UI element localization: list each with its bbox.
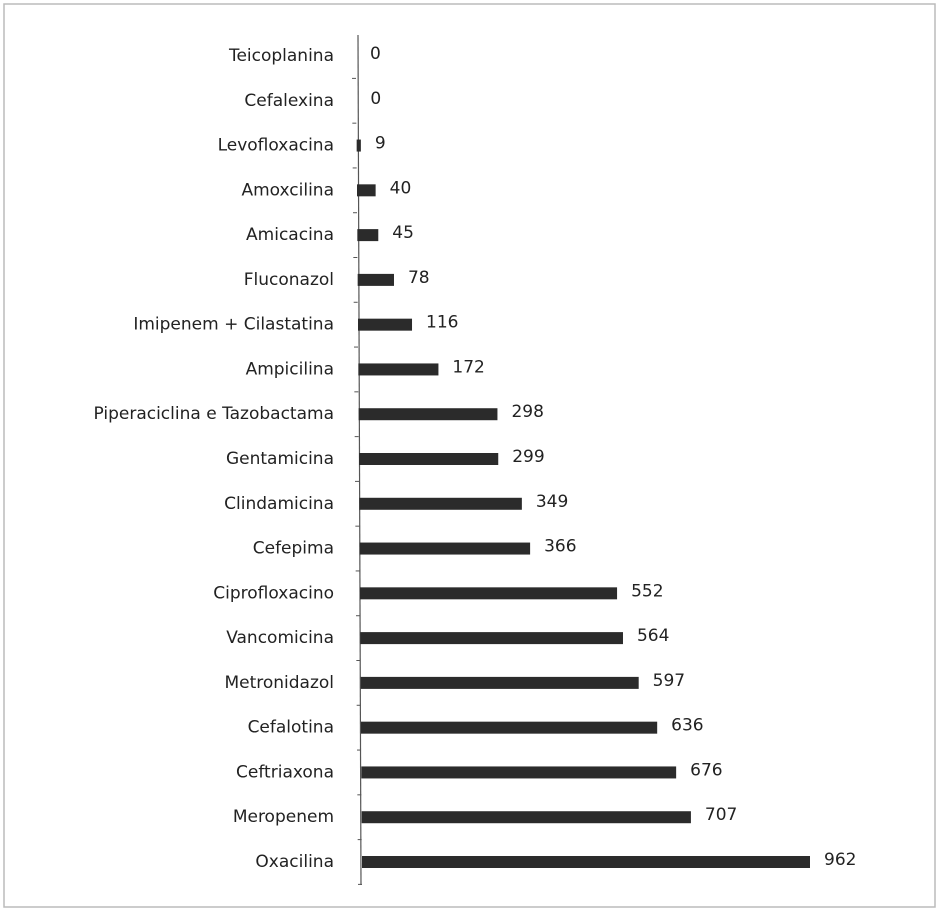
value-label: 299 — [512, 447, 544, 467]
category-label: Teicoplanina — [228, 46, 334, 66]
value-label: 962 — [824, 850, 856, 870]
bar — [356, 139, 361, 152]
bar — [359, 542, 531, 555]
bar — [357, 229, 379, 242]
category-label: Ampicilina — [246, 359, 334, 379]
value-label: 636 — [671, 716, 703, 736]
category-label: Ceftriaxona — [236, 762, 334, 782]
value-label: 116 — [426, 313, 458, 333]
category-label: Metronidazol — [224, 673, 334, 693]
value-label: 349 — [536, 492, 568, 512]
bar — [357, 184, 376, 197]
category-label: Amoxcilina — [241, 180, 334, 200]
category-label: Ciprofloxacino — [213, 583, 334, 603]
value-label: 298 — [511, 402, 543, 422]
bar — [360, 676, 639, 689]
value-label: 552 — [631, 581, 663, 601]
bar — [359, 453, 499, 465]
category-label: Amicacina — [246, 225, 334, 245]
category-label: Clindamicina — [224, 494, 334, 514]
category-label: Cefalexina — [244, 91, 334, 111]
value-label: 707 — [705, 805, 737, 825]
bar — [361, 766, 677, 779]
value-label: 45 — [392, 223, 414, 243]
category-label: Oxacilina — [255, 852, 334, 872]
value-label: 0 — [370, 44, 381, 64]
bar — [358, 408, 498, 421]
bar — [361, 721, 658, 734]
category-label: Levofloxacina — [218, 136, 334, 156]
value-label: 0 — [370, 89, 381, 109]
bar — [357, 273, 394, 286]
category-label: Vancomicina — [226, 628, 334, 648]
bar — [360, 587, 618, 600]
bar — [358, 363, 439, 376]
bar — [360, 632, 623, 645]
category-label: Imipenem + Cilastatina — [133, 315, 334, 335]
value-label: 564 — [637, 626, 669, 646]
value-label: 9 — [375, 134, 386, 154]
category-label: Piperaciclina e Tazobactama — [93, 404, 334, 424]
value-label: 676 — [690, 760, 722, 780]
category-label: Gentamicina — [226, 449, 334, 469]
bar — [361, 811, 691, 824]
category-label: Meropenem — [233, 807, 334, 827]
value-label: 172 — [452, 357, 484, 377]
category-label: Cefepima — [253, 539, 334, 559]
value-label: 78 — [408, 268, 430, 288]
frame — [3, 3, 936, 908]
bar — [359, 497, 522, 510]
value-label: 597 — [653, 671, 685, 691]
bar — [362, 856, 810, 868]
value-label: 40 — [390, 178, 412, 198]
category-label: Fluconazol — [244, 270, 334, 290]
value-label: 366 — [544, 537, 576, 557]
bar — [358, 318, 413, 331]
category-label: Cefalotina — [248, 718, 334, 738]
